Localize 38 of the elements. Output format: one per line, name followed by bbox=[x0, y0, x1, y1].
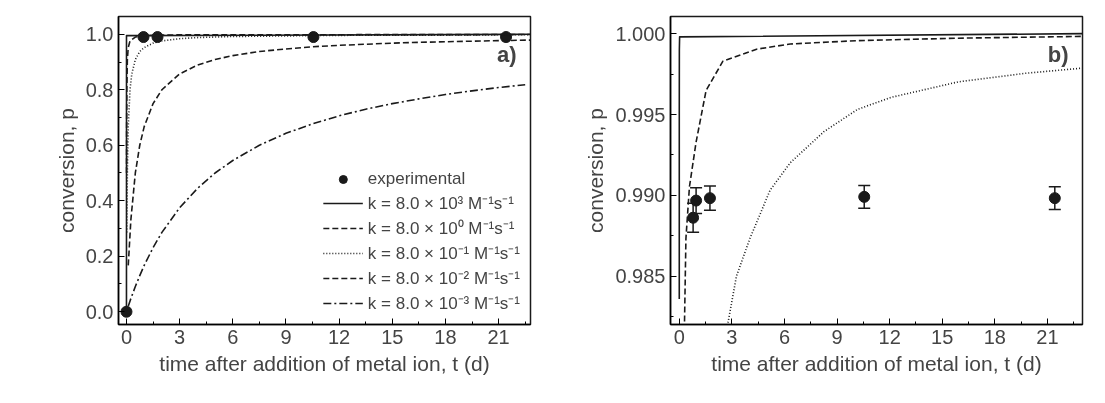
y-tick-label: 0.0 bbox=[85, 300, 114, 323]
y-tick-label: 0.4 bbox=[85, 189, 114, 212]
x-tick-label: 12 bbox=[878, 325, 901, 348]
y-tick-label: 0.2 bbox=[85, 245, 114, 268]
y-tick-label: 0.985 bbox=[615, 265, 666, 288]
x-tick-label: 15 bbox=[381, 325, 404, 348]
y-tick-label: 0.6 bbox=[85, 134, 114, 157]
x-tick-label: 3 bbox=[726, 325, 738, 348]
x-axis-title: time after addition of metal ion, t (d) bbox=[711, 351, 1042, 375]
x-tick-label: 0 bbox=[673, 325, 685, 348]
x-tick-label: 15 bbox=[931, 325, 954, 348]
annotation: b) bbox=[1047, 41, 1069, 67]
x-tick-label: 6 bbox=[778, 325, 791, 348]
legend-label: k = 8.0 × 10⁰ M⁻¹s⁻¹ bbox=[367, 218, 515, 239]
x-tick-label: 21 bbox=[1036, 325, 1059, 348]
x-tick-label: 0 bbox=[120, 325, 133, 348]
legend-label: k = 8.0 × 10³ M⁻¹s⁻¹ bbox=[367, 193, 514, 214]
annotation: a) bbox=[496, 41, 517, 67]
x-tick-label: 3 bbox=[174, 325, 186, 348]
legend-label: experimental bbox=[367, 169, 466, 189]
x-tick-label: 18 bbox=[434, 325, 457, 348]
x-axis-title: time after addition of metal ion, t (d) bbox=[159, 351, 490, 375]
y-axis-title: conversion, p bbox=[584, 108, 608, 233]
legend-label: k = 8.0 × 10⁻¹ M⁻¹s⁻¹ bbox=[367, 243, 520, 264]
y-axis-title: conversion, p bbox=[54, 108, 78, 233]
x-tick-label: 12 bbox=[328, 325, 351, 348]
x-tick-label: 6 bbox=[227, 325, 239, 348]
y-tick-label: 1.0 bbox=[85, 23, 114, 46]
y-tick-label: 0.8 bbox=[85, 78, 114, 101]
x-tick-label: 21 bbox=[487, 325, 510, 348]
x-tick-label: 9 bbox=[280, 325, 292, 348]
y-tick-label: 1.000 bbox=[615, 22, 666, 45]
x-tick-label: 9 bbox=[831, 325, 843, 348]
y-tick-label: 0.990 bbox=[615, 184, 666, 207]
legend-label: k = 8.0 × 10⁻² M⁻¹s⁻¹ bbox=[367, 268, 520, 289]
legend-label: k = 8.0 × 10⁻³ M⁻¹s⁻¹ bbox=[367, 293, 520, 314]
y-tick-label: 0.995 bbox=[615, 103, 666, 126]
x-tick-label: 18 bbox=[983, 325, 1006, 348]
